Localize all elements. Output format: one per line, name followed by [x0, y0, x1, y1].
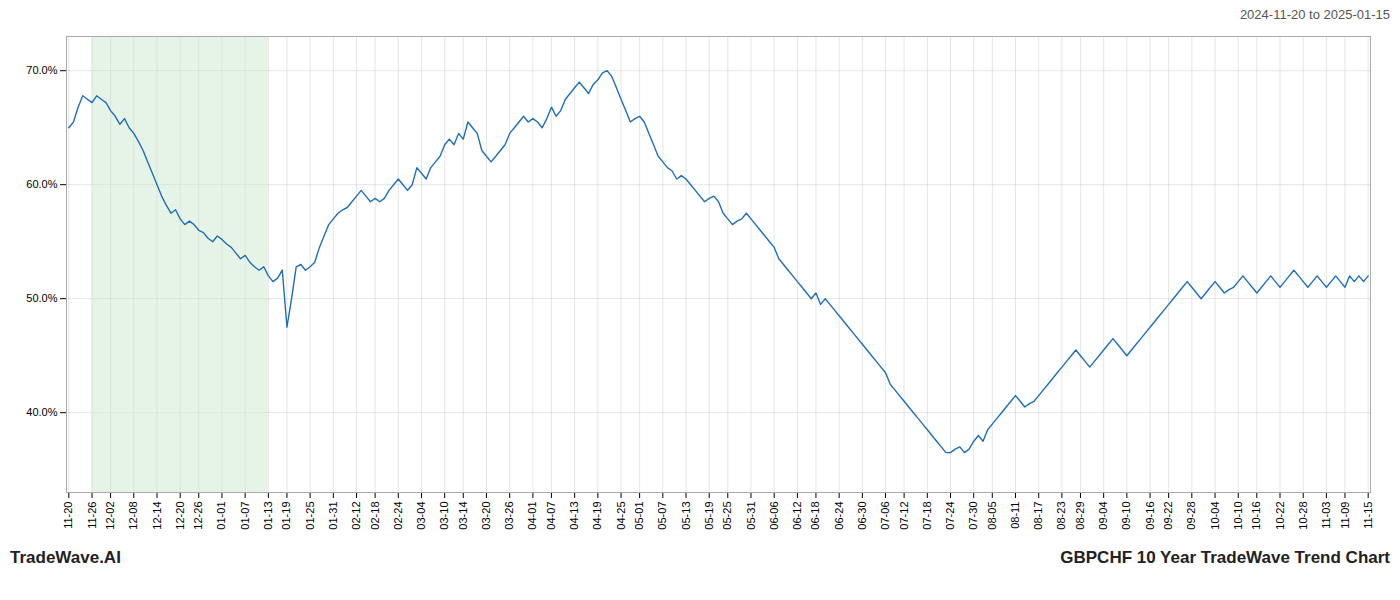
svg-text:10-22: 10-22: [1274, 502, 1286, 530]
svg-text:07-24: 07-24: [944, 502, 956, 530]
svg-text:09-28: 09-28: [1185, 502, 1197, 530]
svg-text:04-25: 04-25: [615, 502, 627, 530]
svg-text:01-25: 01-25: [304, 502, 316, 530]
svg-text:02-24: 02-24: [392, 502, 404, 530]
svg-text:06-12: 06-12: [791, 502, 803, 530]
svg-text:10-28: 10-28: [1297, 502, 1309, 530]
svg-text:40.0%: 40.0%: [26, 406, 57, 418]
svg-text:07-30: 07-30: [967, 502, 979, 530]
svg-text:04-13: 04-13: [568, 502, 580, 530]
svg-text:09-16: 09-16: [1144, 502, 1156, 530]
svg-text:01-31: 01-31: [327, 502, 339, 530]
svg-text:11-03: 11-03: [1320, 502, 1332, 529]
svg-text:12-14: 12-14: [151, 502, 163, 530]
svg-text:03-10: 03-10: [438, 502, 450, 530]
svg-text:04-01: 04-01: [526, 502, 538, 530]
svg-text:01-01: 01-01: [215, 502, 227, 530]
svg-text:05-31: 05-31: [745, 502, 757, 530]
svg-text:10-04: 10-04: [1209, 502, 1221, 530]
svg-text:05-25: 05-25: [721, 502, 733, 530]
svg-text:03-20: 03-20: [480, 502, 492, 530]
svg-text:07-12: 07-12: [898, 502, 910, 530]
svg-text:10-16: 10-16: [1250, 502, 1262, 530]
svg-text:05-01: 05-01: [633, 502, 645, 530]
svg-text:05-07: 05-07: [656, 502, 668, 530]
svg-text:06-30: 06-30: [856, 502, 868, 530]
svg-text:09-22: 09-22: [1162, 502, 1174, 530]
svg-text:02-12: 02-12: [350, 502, 362, 530]
svg-text:03-04: 03-04: [415, 502, 427, 530]
svg-text:09-10: 09-10: [1120, 502, 1132, 530]
svg-text:07-06: 07-06: [879, 502, 891, 530]
svg-text:12-02: 12-02: [104, 502, 116, 530]
svg-text:08-29: 08-29: [1074, 502, 1086, 530]
svg-text:60.0%: 60.0%: [26, 178, 57, 190]
svg-text:05-13: 05-13: [680, 502, 692, 530]
svg-text:11-20: 11-20: [62, 502, 74, 529]
svg-text:11-15: 11-15: [1362, 502, 1374, 529]
svg-text:11-09: 11-09: [1338, 502, 1350, 529]
svg-text:70.0%: 70.0%: [26, 64, 57, 76]
svg-text:03-14: 03-14: [457, 502, 469, 530]
svg-text:08-17: 08-17: [1032, 502, 1044, 530]
svg-text:05-19: 05-19: [703, 502, 715, 530]
svg-text:08-23: 08-23: [1055, 502, 1067, 530]
svg-text:01-07: 01-07: [239, 502, 251, 530]
html-text:2024-11-20 to 2025-01-15: 2024-11-20 to 2025-01-15: [1239, 7, 1390, 22]
svg-text:02-18: 02-18: [369, 502, 381, 530]
svg-text:06-24: 06-24: [833, 502, 845, 530]
svg-text:08-11: 08-11: [1009, 502, 1021, 529]
svg-text:50.0%: 50.0%: [26, 292, 57, 304]
svg-text:04-07: 04-07: [545, 502, 557, 530]
html-text:GBPCHF 10 Year TradeWave Trend: GBPCHF 10 Year TradeWave Trend Chart: [1060, 548, 1390, 567]
svg-text:01-19: 01-19: [280, 502, 292, 530]
svg-text:04-19: 04-19: [591, 502, 603, 530]
html-text:TradeWave.AI: TradeWave.AI: [10, 548, 121, 567]
svg-text:11-26: 11-26: [86, 502, 98, 529]
svg-text:06-18: 06-18: [809, 502, 821, 530]
svg-text:08-05: 08-05: [986, 502, 998, 530]
svg-text:12-08: 12-08: [127, 502, 139, 530]
svg-text:01-13: 01-13: [262, 502, 274, 530]
svg-text:12-26: 12-26: [192, 502, 204, 530]
svg-text:09-04: 09-04: [1097, 502, 1109, 530]
svg-text:07-18: 07-18: [921, 502, 933, 530]
svg-text:10-10: 10-10: [1232, 502, 1244, 530]
svg-text:12-20: 12-20: [174, 502, 186, 530]
svg-text:03-26: 03-26: [503, 502, 515, 530]
svg-text:06-06: 06-06: [768, 502, 780, 530]
